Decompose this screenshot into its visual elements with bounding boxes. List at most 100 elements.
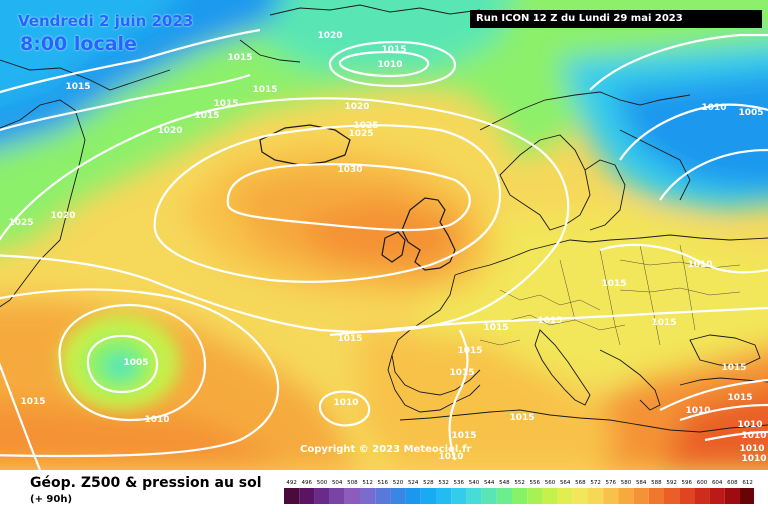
- legend-label: 612: [742, 480, 753, 486]
- legend-swatch: [299, 488, 315, 504]
- legend-swatch: [618, 488, 634, 504]
- legend-label: 572: [590, 480, 601, 486]
- legend-swatch: [740, 488, 754, 504]
- coastlines: [0, 4, 768, 433]
- legend-label: 524: [408, 480, 419, 486]
- legend-label: 556: [530, 480, 541, 486]
- isobar-label: 1015: [194, 111, 219, 121]
- isobar-label: 1005: [738, 108, 763, 118]
- isobar-label: 1015: [20, 397, 45, 407]
- legend-label: 516: [378, 480, 389, 486]
- legend-label: 508: [347, 480, 358, 486]
- legend-swatch: [664, 488, 680, 504]
- legend-label: 608: [727, 480, 738, 486]
- legend-swatch: [405, 488, 421, 504]
- legend-swatch: [436, 488, 452, 504]
- legend-label: 500: [317, 480, 328, 486]
- legend-label: 504: [332, 480, 343, 486]
- legend-swatch: [360, 488, 376, 504]
- legend-swatch: [557, 488, 573, 504]
- run-info: Run ICON 12 Z du Lundi 29 mai 2023: [470, 10, 762, 28]
- legend-swatch: [542, 488, 558, 504]
- legend-swatch: [512, 488, 528, 504]
- isobar-label: 1015: [449, 368, 474, 378]
- legend-swatch: [481, 488, 497, 504]
- copyright: Copyright © 2023 Meteociel.fr: [300, 444, 472, 455]
- isobar-label: 1015: [213, 99, 238, 109]
- isobar-label: 1025: [353, 121, 378, 131]
- isobar-labels: 1020 1015 1010 1015 1015 1015 1015 1015 1020 1020…: [8, 31, 766, 464]
- legend-swatch: [572, 488, 588, 504]
- isobar-label: 1015: [537, 316, 562, 326]
- isobar-label: 1010: [741, 431, 766, 441]
- color-legend: 492 496 500 504 508 512 516 520 524 528 532 536 540 5…: [284, 480, 754, 504]
- isobar-label: 1025: [8, 218, 33, 228]
- isobar-label: 1030: [337, 165, 362, 175]
- legend-label: 564: [560, 480, 571, 486]
- isobar-label: 1010: [687, 260, 712, 270]
- isobar-label: 1020: [50, 211, 75, 221]
- legend-swatch: [679, 488, 695, 504]
- legend-label: 532: [438, 480, 449, 486]
- isobar-label: 1015: [721, 363, 746, 373]
- isobar-label: 1015: [483, 323, 508, 333]
- isobar-label: 1015: [381, 45, 406, 55]
- legend-label: 580: [621, 480, 632, 486]
- legend-swatch: [314, 488, 330, 504]
- isobar-label: 1020: [344, 102, 369, 112]
- isobar-label: 1015: [65, 82, 90, 92]
- legend-label: 604: [712, 480, 723, 486]
- legend-swatch: [588, 488, 604, 504]
- isobar-label: 1015: [252, 85, 277, 95]
- legend-swatch: [603, 488, 619, 504]
- legend-label: 596: [682, 480, 693, 486]
- legend-label: 512: [362, 480, 373, 486]
- isobar-label: 1005: [123, 358, 148, 368]
- legend-label: 584: [636, 480, 647, 486]
- weather-map: 1020 1015 1010 1015 1015 1015 1015 1015 1020 1020…: [0, 0, 768, 470]
- isobar-label: 1010: [438, 452, 463, 462]
- isobar-label: 1015: [227, 53, 252, 63]
- legend-label: 548: [499, 480, 510, 486]
- forecast-lead: (+ 90h): [30, 494, 73, 505]
- legend-swatch: [375, 488, 391, 504]
- legend-swatch: [329, 488, 345, 504]
- legend-swatch: [709, 488, 725, 504]
- isobar-label: 1015: [651, 318, 676, 328]
- isobar-label: 1015: [509, 413, 534, 423]
- legend-label: 496: [302, 480, 313, 486]
- legend-label: 588: [651, 480, 662, 486]
- legend-label: 552: [514, 480, 525, 486]
- isobar-label: 1015: [457, 346, 482, 356]
- isobar-label: 1010: [739, 444, 764, 454]
- forecast-time: 8:00 locale: [20, 33, 137, 55]
- forecast-date: Vendredi 2 juin 2023: [18, 12, 194, 30]
- legend-label: 520: [393, 480, 404, 486]
- legend-swatch: [694, 488, 710, 504]
- legend-swatch: [344, 488, 360, 504]
- legend-label: 600: [697, 480, 708, 486]
- legend-swatch: [390, 488, 406, 504]
- isobar-label: 1010: [377, 60, 402, 70]
- legend-swatch: [648, 488, 664, 504]
- isobar-label: 1010: [741, 454, 766, 464]
- legend-label: 492: [286, 480, 297, 486]
- legend-swatch: [466, 488, 482, 504]
- legend-swatch: [284, 488, 300, 504]
- legend-label: 540: [469, 480, 480, 486]
- isobar-label: 1015: [727, 393, 752, 403]
- borders: [479, 244, 741, 346]
- isobar-label: 1020: [317, 31, 342, 41]
- isobar-label: 1015: [451, 431, 476, 441]
- isobar-label: 1010: [333, 398, 358, 408]
- isobar-label: 1015: [601, 279, 626, 289]
- geopotential-map: 1020 1015 1010 1015 1015 1015 1015 1015 1020 1020…: [0, 0, 768, 470]
- isobar-label: 1015: [337, 334, 362, 344]
- map-title: Géop. Z500 & pression au sol: [30, 475, 262, 491]
- legend-label: 536: [454, 480, 465, 486]
- legend-swatch: [496, 488, 512, 504]
- isobars: [0, 28, 768, 470]
- isobar-label: 1020: [157, 126, 182, 136]
- z500-field: [0, 0, 768, 470]
- legend-swatch: [527, 488, 543, 504]
